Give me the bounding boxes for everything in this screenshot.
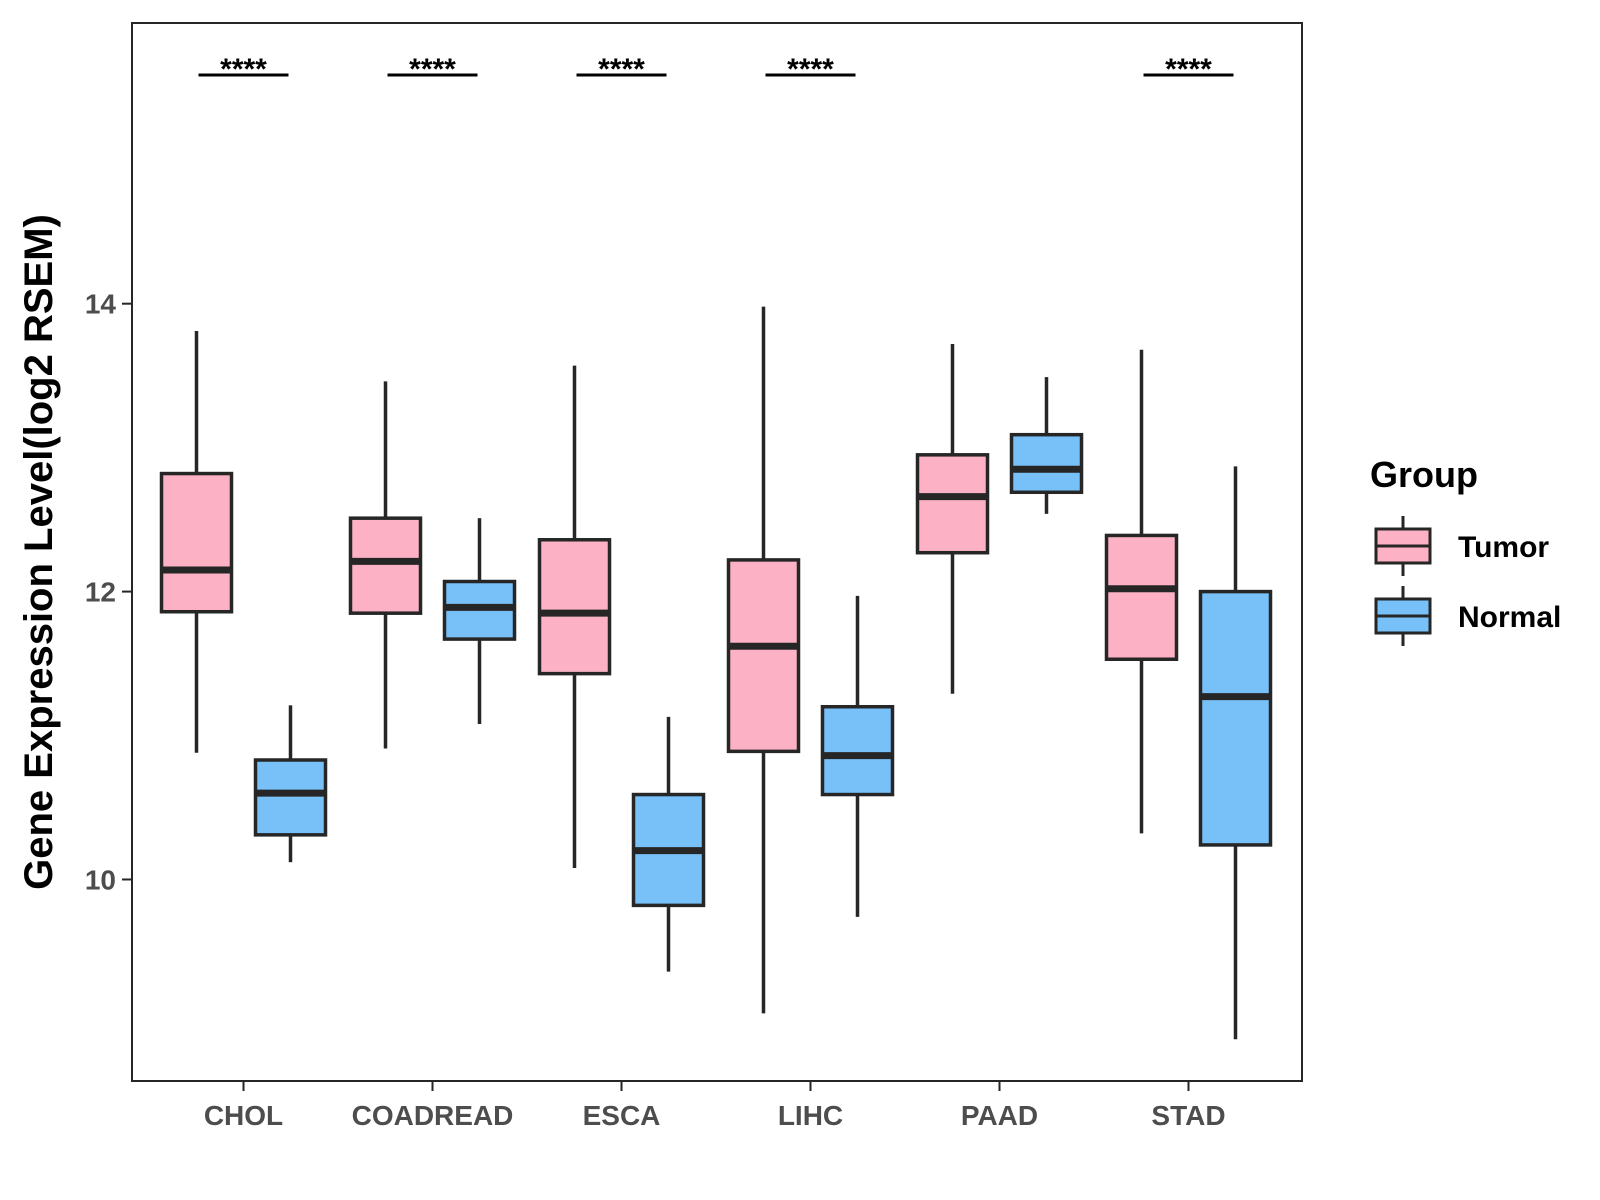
box-normal-paad [1009,377,1084,514]
box-normal-coadread [442,518,517,725]
box-tumor-esca [537,365,612,868]
box-tumor-stad [1104,349,1179,834]
significance-label-lihc: **** [787,53,834,86]
iqr-box-tumor-lihc [726,558,801,754]
legend-key-normal [1374,586,1432,646]
box-normal-esca [631,716,706,972]
iqr-box-tumor-coadread [348,516,423,615]
box-normal-lihc [820,595,895,917]
legend-title: Group [1370,454,1478,495]
iqr-box-normal-chol [253,758,328,837]
box-tumor-paad [915,343,990,694]
y-tick-label-14: 14 [85,289,117,320]
x-tick-label-coadread: COADREAD [352,1100,514,1131]
y-tick-label-10: 10 [85,864,116,895]
plot-panel-border [131,22,1303,1082]
box-tumor-chol [159,331,234,753]
box-tumor-coadread [348,381,423,749]
x-tick-label-stad: STAD [1151,1100,1225,1131]
significance-label-esca: **** [598,53,645,86]
legend-label-tumor: Tumor [1458,531,1549,564]
x-tick-label-esca: ESCA [583,1100,661,1131]
legend-key-tumor [1374,516,1432,576]
y-axis-title: Gene Expression Level(log2 RSEM) [17,214,61,890]
x-tick-label-paad: PAAD [961,1100,1038,1131]
legend-label-normal: Normal [1458,601,1561,634]
box-normal-chol [253,705,328,863]
plot-area: **** **** **** **** **** [159,53,1273,1040]
box-normal-stad [1198,466,1273,1040]
x-tick-label-chol: CHOL [204,1100,283,1131]
significance-label-stad: **** [1165,53,1212,86]
axes: CHOL COADREAD ESCA LIHC PAAD STAD 10 12 14 [85,289,1226,1131]
x-tick-label-lihc: LIHC [778,1100,843,1131]
significance-label-coadread: **** [409,53,456,86]
box-tumor-lihc [726,306,801,1014]
iqr-box-tumor-esca [537,538,612,676]
iqr-box-normal-paad [1009,432,1084,495]
legend: Group Tumor Normal [1370,454,1561,646]
iqr-box-tumor-stad [1104,533,1179,661]
iqr-box-normal-stad [1198,589,1273,847]
iqr-box-normal-lihc [820,704,895,797]
iqr-box-tumor-chol [159,471,234,614]
y-tick-label-12: 12 [85,577,116,608]
iqr-box-tumor-paad [915,453,990,555]
significance-label-chol: **** [220,53,267,86]
